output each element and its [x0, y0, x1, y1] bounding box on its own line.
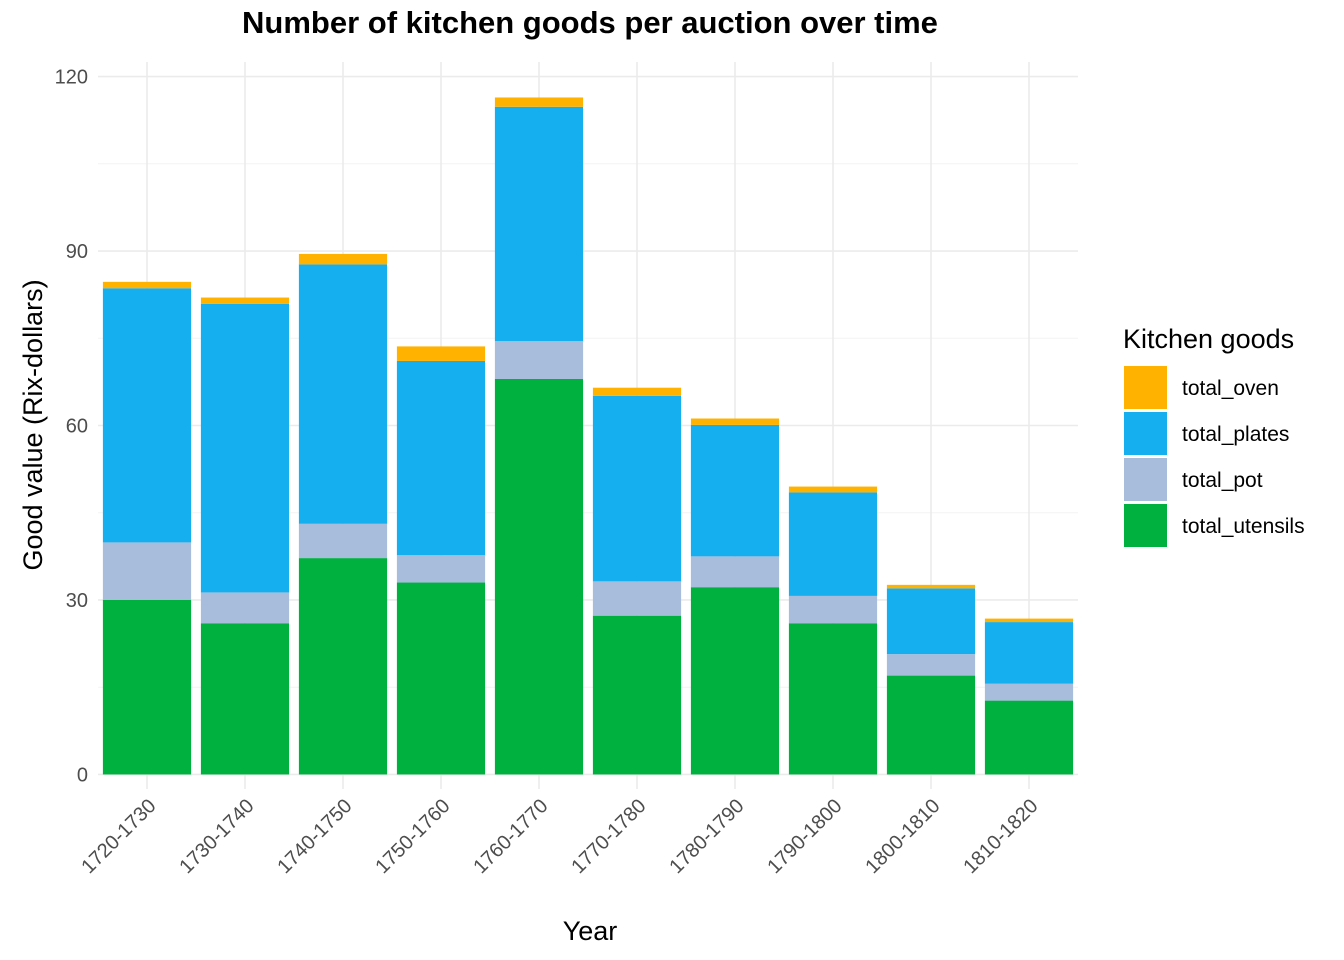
bar-total_pot-1800-1810 — [886, 654, 976, 676]
bar-total_oven-1730-1740 — [200, 297, 290, 304]
legend: Kitchen goods total_oven total_platestota… — [1123, 324, 1305, 547]
legend-label-total_oven: total_oven — [1182, 377, 1279, 400]
y-tick-label: 60 — [66, 416, 88, 438]
bar-total_oven-1770-1780 — [592, 387, 682, 396]
bar-total_plates-1730-1740 — [200, 303, 290, 593]
bar-total_oven-1760-1770 — [494, 97, 584, 107]
bar-total_oven-1750-1760 — [396, 346, 486, 361]
y-tick-label: 0 — [77, 764, 88, 786]
bar-total_utensils-1810-1820 — [984, 700, 1074, 775]
bar-total_oven-1780-1790 — [690, 418, 780, 425]
bar-total_oven-1800-1810 — [886, 584, 976, 589]
bar-total_plates-1750-1760 — [396, 360, 486, 556]
bar-total_utensils-1800-1810 — [886, 675, 976, 775]
bar-total_pot-1810-1820 — [984, 683, 1074, 701]
bar-total_pot-1790-1800 — [788, 595, 878, 624]
legend-key-total_plates — [1124, 412, 1167, 455]
bar-total_plates-1760-1770 — [494, 106, 584, 342]
bar-total_plates-1790-1800 — [788, 492, 878, 596]
x-tick-label-1730-1740: 1730-1740 — [175, 795, 258, 878]
y-axis-ticks: 0 30 60 90 120 — [55, 67, 88, 787]
x-tick-label-1760-1770: 1760-1770 — [469, 795, 552, 878]
bar-total_utensils-1790-1800 — [788, 623, 878, 775]
legend-key-total_oven — [1124, 366, 1167, 409]
y-axis-title: Good value (Rix-dollars) — [18, 279, 48, 570]
legend-title: Kitchen goods — [1123, 324, 1294, 354]
bar-total_utensils-1760-1770 — [494, 378, 584, 775]
bar-total_pot-1760-1770 — [494, 341, 584, 379]
bar-total_utensils-1720-1730 — [102, 599, 192, 775]
legend-key-total_pot — [1124, 458, 1167, 501]
x-tick-label-1750-1760: 1750-1760 — [371, 795, 454, 878]
bar-total_utensils-1730-1740 — [200, 623, 290, 775]
bar-total_pot-1730-1740 — [200, 592, 290, 624]
x-tick-label-1790-1800: 1790-1800 — [763, 795, 846, 878]
bar-total_plates-1780-1790 — [690, 424, 780, 557]
bar-total_oven-1720-1730 — [102, 281, 192, 289]
bar-total_pot-1720-1730 — [102, 542, 192, 600]
x-axis-ticks: 1720-1730 1730-1740 1740-1750 1750-1760 1760… — [77, 795, 1042, 878]
bar-total_oven-1810-1820 — [984, 618, 1074, 623]
bar-total_utensils-1740-1750 — [298, 558, 388, 775]
x-tick-label-1780-1790: 1780-1790 — [665, 795, 748, 878]
bar-total_utensils-1770-1780 — [592, 615, 682, 775]
bar-total_pot-1780-1790 — [690, 556, 780, 588]
x-tick-label-1740-1750: 1740-1750 — [273, 795, 356, 878]
x-tick-label-1800-1810: 1800-1810 — [861, 795, 944, 878]
bar-total_utensils-1780-1790 — [690, 587, 780, 775]
legend-key-total_utensils — [1124, 504, 1167, 547]
x-tick-label-1770-1780: 1770-1780 — [567, 795, 650, 878]
bar-total_utensils-1750-1760 — [396, 582, 486, 775]
bar-total_pot-1740-1750 — [298, 523, 388, 559]
bars — [102, 97, 1074, 775]
chart-title: Number of kitchen goods per auction over… — [242, 5, 938, 40]
y-tick-label: 30 — [66, 590, 88, 612]
x-tick-label-1720-1730: 1720-1730 — [77, 795, 160, 878]
bar-total_plates-1740-1750 — [298, 264, 388, 524]
bar-total_oven-1790-1800 — [788, 486, 878, 493]
x-tick-label-1810-1820: 1810-1820 — [959, 795, 1042, 878]
legend-label-total_plates: total_plates — [1182, 423, 1289, 446]
bar-total_pot-1750-1760 — [396, 555, 486, 583]
bar-total_pot-1770-1780 — [592, 581, 682, 616]
bar-total_plates-1720-1730 — [102, 288, 192, 543]
legend-label-total_utensils: total_utensils — [1182, 515, 1305, 538]
bar-total_oven-1740-1750 — [298, 253, 388, 265]
legend-label-total_pot: total_pot — [1182, 469, 1263, 492]
y-tick-label: 90 — [66, 241, 88, 263]
y-tick-label: 120 — [55, 67, 88, 89]
bar-total_plates-1770-1780 — [592, 395, 682, 582]
bar-total_plates-1810-1820 — [984, 622, 1074, 684]
bar-total_plates-1800-1810 — [886, 588, 976, 655]
x-axis-title: Year — [563, 916, 618, 946]
